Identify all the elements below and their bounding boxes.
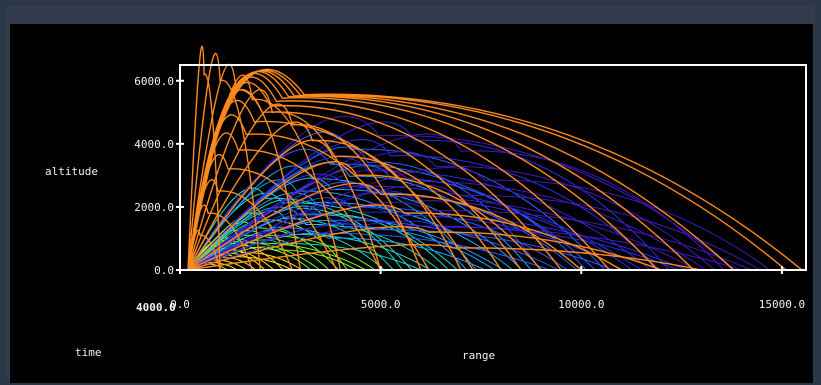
- trajectory-line: [187, 219, 743, 271]
- trajectory-line: [187, 187, 413, 271]
- trajectory-line: [187, 167, 771, 271]
- trajectory-line: [187, 156, 651, 271]
- y-tick-label: 0.0: [154, 264, 174, 277]
- colorbar-label: time: [75, 346, 102, 359]
- trajectory-line: [187, 133, 725, 271]
- y-axis-label: altitude: [45, 165, 98, 178]
- trajectory-line: [187, 223, 614, 271]
- x-axis-label: range: [462, 349, 495, 362]
- trajectory-line: [187, 139, 661, 271]
- y-tick-label: 4000.0: [134, 138, 174, 151]
- x-tick-label: 10000.0: [558, 298, 604, 311]
- x-tick-label: 5000.0: [361, 298, 401, 311]
- trajectory-line: [187, 184, 761, 271]
- trajectory-line: [187, 173, 642, 271]
- trajectory-line: [187, 115, 734, 271]
- envelope-line: [187, 244, 702, 271]
- y-tick-label: 2000.0: [134, 201, 174, 214]
- trajectory-line: [187, 165, 477, 271]
- envelope-line: [187, 52, 261, 271]
- trajectory-line: [187, 220, 385, 271]
- y-tick-label: 6000.0: [134, 75, 174, 88]
- envelope-line: [187, 204, 622, 271]
- trajectory-line: [187, 212, 559, 271]
- trajectory-line: [187, 192, 514, 271]
- trajectory-line: [187, 190, 633, 271]
- trajectory-curves: [187, 45, 803, 271]
- trajectory-line: [187, 221, 339, 271]
- trajectory-line: [187, 121, 670, 271]
- x-axis-ticks: 0.0 5000.0 10000.0 15000.0: [170, 266, 805, 311]
- trajectory-line: [187, 228, 431, 271]
- overlay-tick-label: 4000.0: [136, 301, 176, 314]
- envelope-line: [187, 68, 803, 271]
- envelope-line: [187, 139, 502, 271]
- trajectory-line: [187, 151, 716, 271]
- envelope-line: [187, 182, 582, 271]
- trajectory-line: [187, 230, 376, 271]
- x-tick-label: 15000.0: [759, 298, 805, 311]
- envelope-line: [187, 63, 302, 271]
- envelope-line: [187, 226, 662, 271]
- envelope-line: [187, 72, 659, 271]
- trajectory-line: [187, 168, 706, 271]
- plot-frame: [179, 64, 807, 271]
- envelope-line: [187, 161, 542, 271]
- x-tick-label: 0.0: [170, 298, 190, 311]
- envelope-line: [187, 103, 422, 271]
- envelope-line: [187, 89, 382, 271]
- y-axis-ticks: 0.0 2000.0 4000.0 6000.0: [134, 75, 184, 277]
